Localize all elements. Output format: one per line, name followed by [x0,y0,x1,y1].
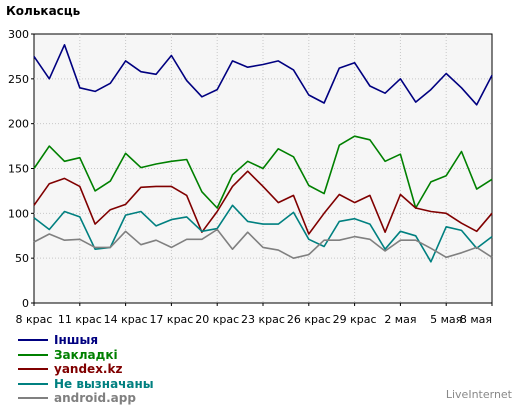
y-tick-label: 300 [8,28,29,41]
x-tick-label: 14 крас [104,313,148,326]
legend-item: yandex.kz [18,362,154,377]
x-tick-label: 5 мая [430,313,462,326]
y-tick-label: 250 [8,73,29,86]
x-tick-label: 20 крас [195,313,239,326]
series-line-4 [33,228,493,260]
legend-swatch [18,397,48,400]
brand-label: LiveInternet [445,388,512,401]
x-tick-label: 29 крас [333,313,377,326]
legend-label: Не вызначаны [54,376,154,391]
legend-label: android.app [54,391,136,406]
grid-lines [34,34,492,303]
x-axis: 8 крас 11 крас 14 крас 17 крас 20 крас 23 кра… [16,303,493,326]
y-tick-label: 200 [8,118,29,131]
y-tick-label: 50 [15,252,29,265]
legend-swatch [18,353,48,356]
x-tick-label: 2 мая [384,313,416,326]
chart-title: Колькасць [6,4,81,18]
y-tick-label: 0 [22,297,29,310]
legend-swatch [18,339,48,342]
line-chart: 0 50 100 150 200 250 300 8 крас 11 крас 14 крас 1… [8,28,493,326]
x-tick-label: 8 крас [16,313,53,326]
series-line-2 [33,170,493,235]
legend: Іншыя Закладкі yandex.kz Не вызначаны androi… [18,333,154,406]
series-layer [33,43,493,263]
series-line-0 [33,43,493,106]
x-tick-label: 17 крас [149,313,193,326]
legend-item: Закладкі [18,348,154,363]
y-tick-label: 100 [8,207,29,220]
x-tick-label: 11 крас [58,313,102,326]
legend-item: Не вызначаны [18,377,154,392]
legend-label: yandex.kz [54,362,123,377]
legend-item: android.app [18,391,154,406]
legend-label: Закладкі [54,347,118,362]
legend-label: Іншыя [54,333,99,348]
x-tick-label: 8 мая [460,313,492,326]
y-tick-label: 150 [8,163,29,176]
y-axis: 0 50 100 150 200 250 300 [8,28,34,310]
x-tick-label: 26 крас [287,313,331,326]
legend-swatch [18,368,48,371]
x-tick-label: 23 крас [241,313,285,326]
legend-item: Іншыя [18,333,154,348]
legend-swatch [18,382,48,385]
